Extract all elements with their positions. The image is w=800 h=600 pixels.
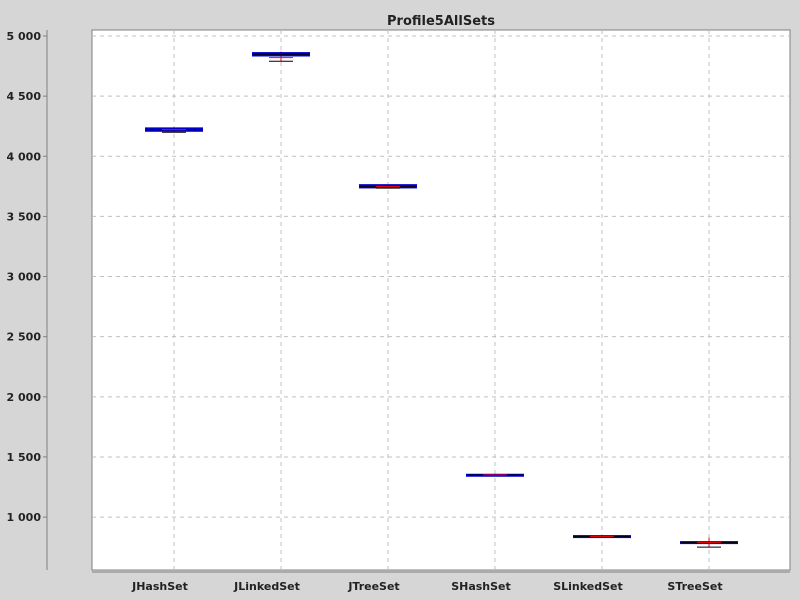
y-tick-label: 4 500 — [7, 90, 42, 103]
x-tick-labels: JHashSet JLinkedSet JTreeSet SHashSet SLinke… — [131, 580, 722, 593]
chart-title: Profile5AllSets — [387, 14, 495, 29]
y-tick-label: 3 500 — [7, 210, 42, 223]
y-tick-label: 4 000 — [7, 150, 42, 163]
x-tick-label: JHashSet — [131, 580, 188, 593]
box-SHashSet — [466, 473, 524, 477]
x-tick-label: STreeSet — [667, 580, 722, 593]
box-STreeSet — [680, 537, 738, 548]
x-tick-label: JLinkedSet — [233, 580, 300, 593]
y-tick-label: 3 000 — [7, 271, 42, 284]
x-tick-label: SHashSet — [451, 580, 511, 593]
box-JTreeSet — [359, 184, 417, 189]
y-tick-label: 2 000 — [7, 391, 42, 404]
x-tick-label: JTreeSet — [347, 580, 399, 593]
boxes — [145, 51, 738, 548]
y-tick-label: 1 000 — [7, 511, 42, 524]
box-SLinkedSet — [573, 535, 631, 539]
plot-area — [91, 29, 791, 571]
gridlines — [92, 30, 790, 570]
y-tick-labels: 1 000 1 500 2 000 2 500 3 000 3 500 4 000 4 500… — [7, 30, 47, 524]
y-tick-label: 5 000 — [7, 30, 42, 43]
x-tick-label: SLinkedSet — [553, 580, 623, 593]
y-tick-label: 2 500 — [7, 331, 42, 344]
box-JHashSet — [145, 127, 203, 133]
box-JLinkedSet — [252, 51, 310, 62]
y-tick-label: 1 500 — [7, 451, 42, 464]
